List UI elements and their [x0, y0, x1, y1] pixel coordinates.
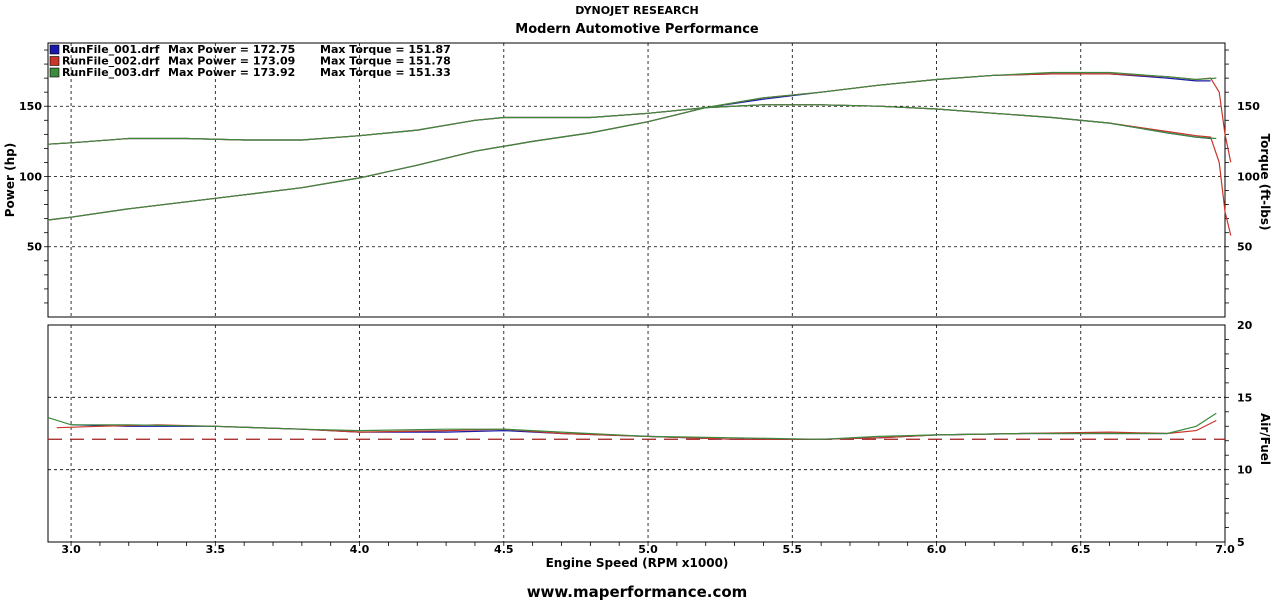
legend-swatch: [49, 67, 60, 78]
afr-grid: [48, 325, 1226, 542]
torque-right-tick-labels: 50 100 150: [1237, 100, 1260, 254]
x-tick-label: 4.5: [494, 543, 514, 556]
power-tick-marks: [44, 49, 1229, 304]
x-tick-label: 7.0: [1215, 543, 1235, 556]
x-tick-label: 3.0: [61, 543, 81, 556]
afr-tick-label: 5: [1237, 536, 1245, 549]
torque-tick-label: 50: [1237, 241, 1253, 254]
x-tick-label: 5.0: [638, 543, 658, 556]
legend-max-torque: Max Torque = 151.87: [320, 43, 451, 56]
torque-tick-label: 150: [1237, 100, 1260, 113]
power-tick-label: 50: [27, 241, 43, 254]
website-footer: www.maperformance.com: [527, 583, 748, 600]
legend-file: RunFile_003.drf: [62, 66, 160, 79]
x-tick-label: 4.0: [350, 543, 370, 556]
x-tick-label: 5.5: [783, 543, 803, 556]
company-name: DYNOJET RESEARCH: [575, 4, 698, 17]
legend-max-torque: Max Torque = 151.78: [320, 55, 451, 68]
legend-file: RunFile_002.drf: [62, 55, 160, 68]
x-tick-label: 3.5: [206, 543, 226, 556]
afr-tick-marks: [70, 339, 1229, 546]
legend-max-torque: Max Torque = 151.33: [320, 66, 451, 79]
power-left-tick-labels: 50 100 150: [19, 100, 42, 254]
torque-axis-label: Torque (ft-lbs): [1258, 134, 1272, 231]
power-tick-label: 100: [19, 170, 42, 183]
legend-max-power: Max Power = 173.92: [168, 66, 295, 79]
afr-axis-label: Air/Fuel: [1258, 413, 1272, 465]
power-curve-run-3: [47, 71, 1217, 221]
legend: RunFile_001.drf Max Power = 172.75 Max Tor…: [49, 43, 451, 79]
x-axis-label: Engine Speed (RPM x1000): [546, 556, 729, 570]
x-tick-label: 6.5: [1071, 543, 1091, 556]
afr-curve-run-3: [47, 412, 1217, 440]
x-tick-label: 6.0: [927, 543, 947, 556]
afr-curves: [47, 412, 1217, 440]
torque-curve-run-3: [47, 104, 1217, 145]
torque-tick-label: 100: [1237, 170, 1260, 183]
power-axis-label: Power (hp): [3, 143, 17, 217]
power-tick-label: 150: [19, 100, 42, 113]
power-torque-curves: [47, 71, 1232, 236]
power-grid: [48, 43, 1226, 317]
legend-swatch: [49, 56, 60, 66]
afr-tick-label: 10: [1237, 464, 1253, 477]
x-tick-labels: 3.0 3.5 4.0 4.5 5.0 5.5 6.0 6.5 7.0: [61, 543, 1235, 556]
legend-max-power: Max Power = 173.09: [168, 55, 295, 68]
legend-max-power: Max Power = 172.75: [168, 43, 295, 56]
legend-swatch: [49, 44, 60, 55]
afr-tick-label: 20: [1237, 319, 1253, 332]
afr-tick-label: 15: [1237, 391, 1252, 404]
power-panel: [47, 42, 1226, 318]
afr-right-tick-labels: 5 10 15 20: [1237, 319, 1253, 549]
chart-title: Modern Automotive Performance: [515, 22, 759, 37]
legend-file: RunFile_001.drf: [62, 43, 160, 56]
